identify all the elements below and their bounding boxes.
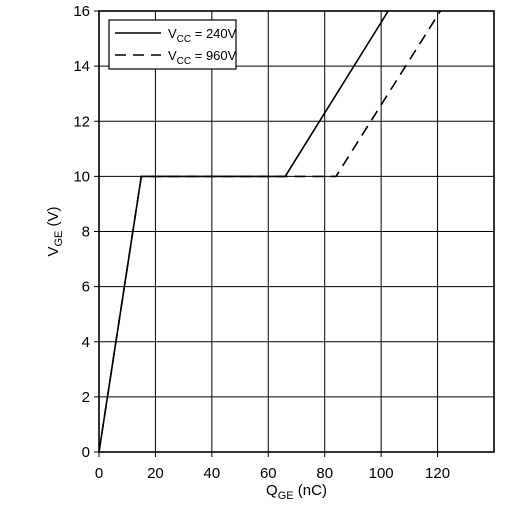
grid <box>99 11 494 452</box>
legend-label-2: VCC = 960V <box>168 48 237 67</box>
y-tick-label: 12 <box>73 113 90 130</box>
y-tick-label: 2 <box>82 389 90 406</box>
x-tick-label: 80 <box>316 465 333 482</box>
legend-box <box>108 19 237 70</box>
y-tick-label: 6 <box>82 279 90 296</box>
series-lines <box>98 10 442 453</box>
x-tick-label: 0 <box>95 465 103 482</box>
legend: VCC = 240V VCC = 960V <box>108 19 237 70</box>
x-tick-label: 40 <box>204 465 221 482</box>
x-tick-label: 60 <box>260 465 277 482</box>
legend-label-1: VCC = 240V <box>168 26 237 45</box>
y-tick-label: 16 <box>73 3 90 20</box>
y-tick-label: 8 <box>82 224 90 241</box>
x-tick-label: 100 <box>369 465 394 482</box>
x-tick-label: 20 <box>147 465 164 482</box>
y-tick-label: 4 <box>82 334 90 351</box>
x-tick-label: 120 <box>425 465 450 482</box>
y-tick-label: 14 <box>73 58 90 75</box>
y-axis-label: VGE (V) <box>45 206 65 256</box>
x-axis-label: QGE (nC) <box>266 482 327 502</box>
y-tick-label: 0 <box>82 444 90 461</box>
y-tick-label: 10 <box>73 168 90 185</box>
tick-labels: 0 20 40 60 80 100 120 0 2 4 6 8 10 12 14 16 <box>73 3 450 482</box>
